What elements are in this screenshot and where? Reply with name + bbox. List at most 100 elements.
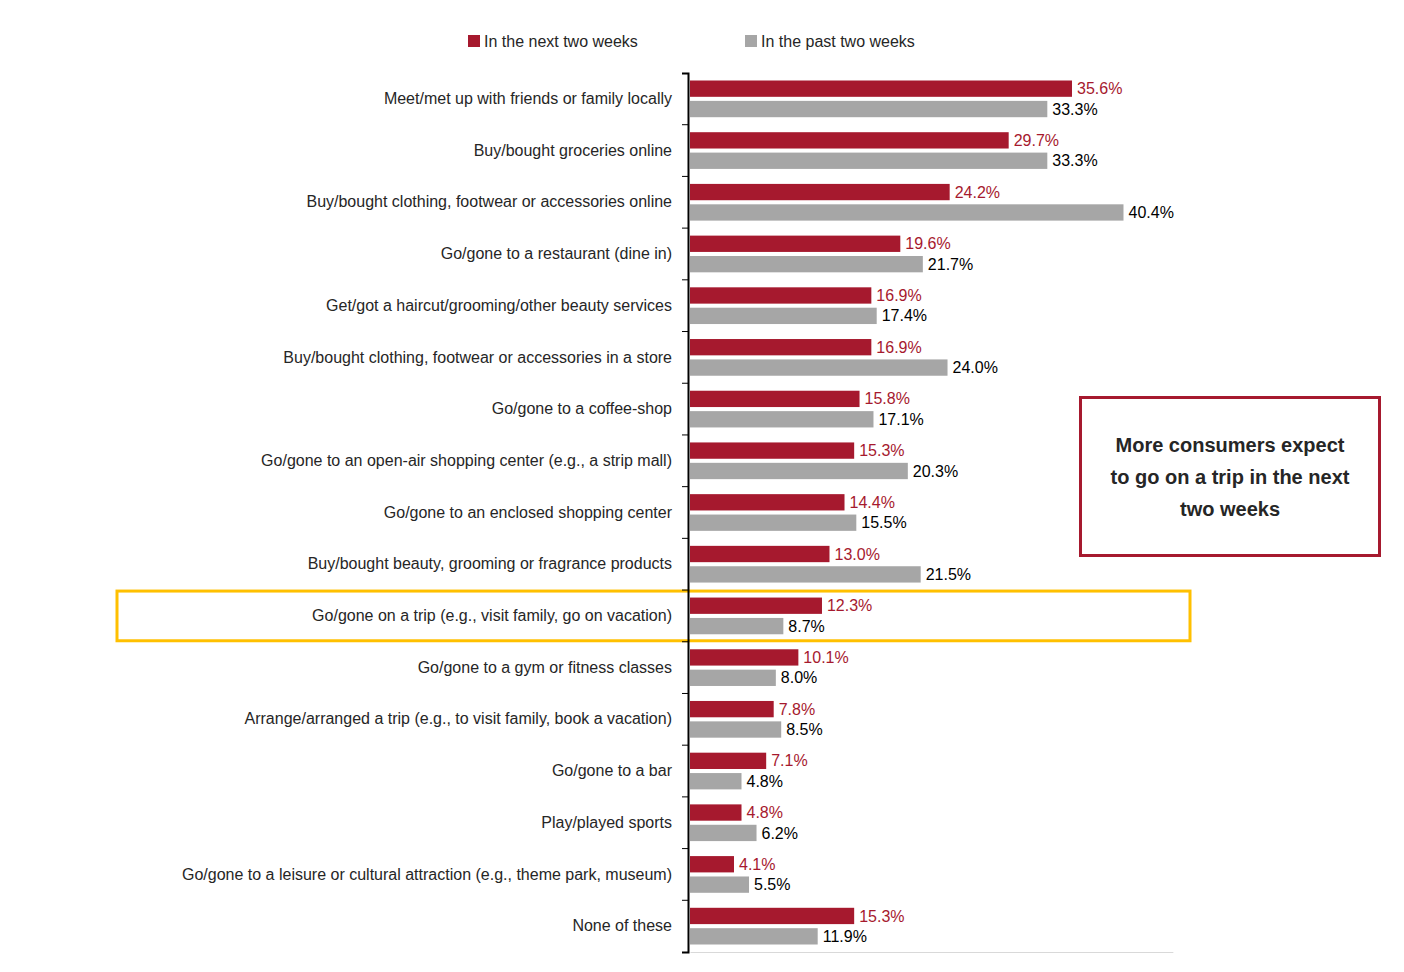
bar (690, 546, 829, 562)
data-label: 15.5% (861, 514, 906, 531)
axis-divider (682, 331, 688, 332)
x-axis-line (691, 952, 1174, 953)
legend-label: In the next two weeks (484, 33, 638, 50)
data-label: 40.4% (1128, 204, 1173, 221)
data-label: 8.0% (781, 669, 817, 686)
bar (690, 81, 1072, 97)
bar (690, 132, 1009, 148)
y-tick: Go/gone to a coffee-shop (492, 400, 688, 417)
axis-divider (682, 848, 688, 849)
bar (690, 494, 845, 510)
y-axis-line (682, 74, 689, 953)
bar (690, 670, 776, 686)
category-label: Go/gone to a restaurant (dine in) (441, 245, 672, 262)
axis-divider (682, 538, 688, 539)
bar (690, 442, 854, 458)
bar (690, 308, 877, 324)
data-label: 17.1% (878, 411, 923, 428)
axis-divider (682, 641, 688, 642)
data-label: 5.5% (754, 876, 790, 893)
category-label: Go/gone to a leisure or cultural attract… (182, 866, 672, 883)
data-label: 35.6% (1077, 80, 1122, 97)
bar (690, 598, 822, 614)
bar (690, 153, 1047, 169)
category-label: None of these (572, 917, 672, 934)
data-label: 13.0% (834, 546, 879, 563)
y-tick: Get/got a haircut/grooming/other beauty … (326, 297, 688, 314)
bar (690, 876, 749, 892)
x-axis (691, 952, 1174, 953)
data-label: 10.1% (803, 649, 848, 666)
axis-divider (682, 383, 688, 384)
y-axis: Meet/met up with friends or family local… (182, 74, 689, 953)
bar (690, 463, 908, 479)
y-tick: Go/gone to an enclosed shopping center (384, 504, 688, 521)
data-label: 17.4% (882, 307, 927, 324)
data-label: 16.9% (876, 287, 921, 304)
bar (690, 721, 781, 737)
axis-divider (682, 796, 688, 797)
axis-divider (682, 745, 688, 746)
y-tick: Buy/bought clothing, footwear or accesso… (283, 349, 688, 366)
category-label: Go/gone on a trip (e.g., visit family, g… (312, 607, 672, 624)
bar (690, 184, 950, 200)
data-label: 21.7% (928, 256, 973, 273)
bar (690, 618, 783, 634)
data-label: 15.3% (859, 908, 904, 925)
bar (690, 391, 860, 407)
category-label: Go/gone to an open-air shopping center (… (261, 452, 672, 469)
category-label: Meet/met up with friends or family local… (384, 90, 672, 107)
y-tick: Go/gone to an open-air shopping center (… (261, 452, 688, 469)
bar (690, 908, 854, 924)
y-tick: Go/gone to a bar (552, 762, 688, 779)
bar (690, 649, 798, 665)
category-label: Get/got a haircut/grooming/other beauty … (326, 297, 672, 314)
data-label: 7.8% (779, 701, 815, 718)
data-label: 16.9% (876, 339, 921, 356)
y-tick: Go/gone on a trip (e.g., visit family, g… (312, 607, 688, 624)
y-tick: Buy/bought clothing, footwear or accesso… (306, 193, 688, 210)
category-label: Play/played sports (541, 814, 672, 831)
y-tick: Go/gone to a restaurant (dine in) (441, 245, 688, 262)
y-tick: Go/gone to a gym or fitness classes (418, 659, 688, 676)
data-label: 15.3% (859, 442, 904, 459)
bar (690, 287, 871, 303)
axis-divider (682, 693, 688, 694)
bar (690, 928, 818, 944)
axis-divider (682, 590, 688, 591)
category-label: Arrange/arranged a trip (e.g., to visit … (245, 710, 672, 727)
category-label: Go/gone to a bar (552, 762, 673, 779)
y-tick: Buy/bought beauty, grooming or fragrance… (308, 555, 688, 572)
category-label: Buy/bought groceries online (474, 142, 672, 159)
bar (690, 204, 1123, 220)
data-label: 11.9% (823, 928, 867, 945)
data-label: 24.0% (953, 359, 998, 376)
bar (690, 701, 774, 717)
y-tick: None of these (572, 917, 688, 934)
data-label: 33.3% (1052, 152, 1097, 169)
data-label: 4.1% (739, 856, 775, 873)
data-label: 14.4% (850, 494, 895, 511)
bar (690, 256, 923, 272)
y-tick: Play/played sports (541, 814, 688, 831)
bar (690, 236, 900, 252)
y-tick: Arrange/arranged a trip (e.g., to visit … (245, 710, 688, 727)
axis-divider (682, 279, 688, 280)
bar (690, 359, 948, 375)
bar (690, 753, 766, 769)
bar (690, 515, 856, 531)
axis-divider (682, 486, 688, 487)
bar (690, 825, 757, 841)
axis-divider (682, 176, 688, 177)
axis-divider (682, 434, 688, 435)
data-label: 19.6% (905, 235, 950, 252)
data-label: 15.8% (865, 390, 910, 407)
axis-divider (682, 124, 688, 125)
data-label: 7.1% (771, 752, 807, 769)
axis-dividers (682, 125, 688, 901)
y-tick: Go/gone to a leisure or cultural attract… (182, 866, 688, 883)
data-label: 24.2% (955, 184, 1000, 201)
legend-label: In the past two weeks (761, 33, 915, 50)
category-label: Go/gone to a coffee-shop (492, 400, 672, 417)
data-label: 33.3% (1052, 101, 1097, 118)
